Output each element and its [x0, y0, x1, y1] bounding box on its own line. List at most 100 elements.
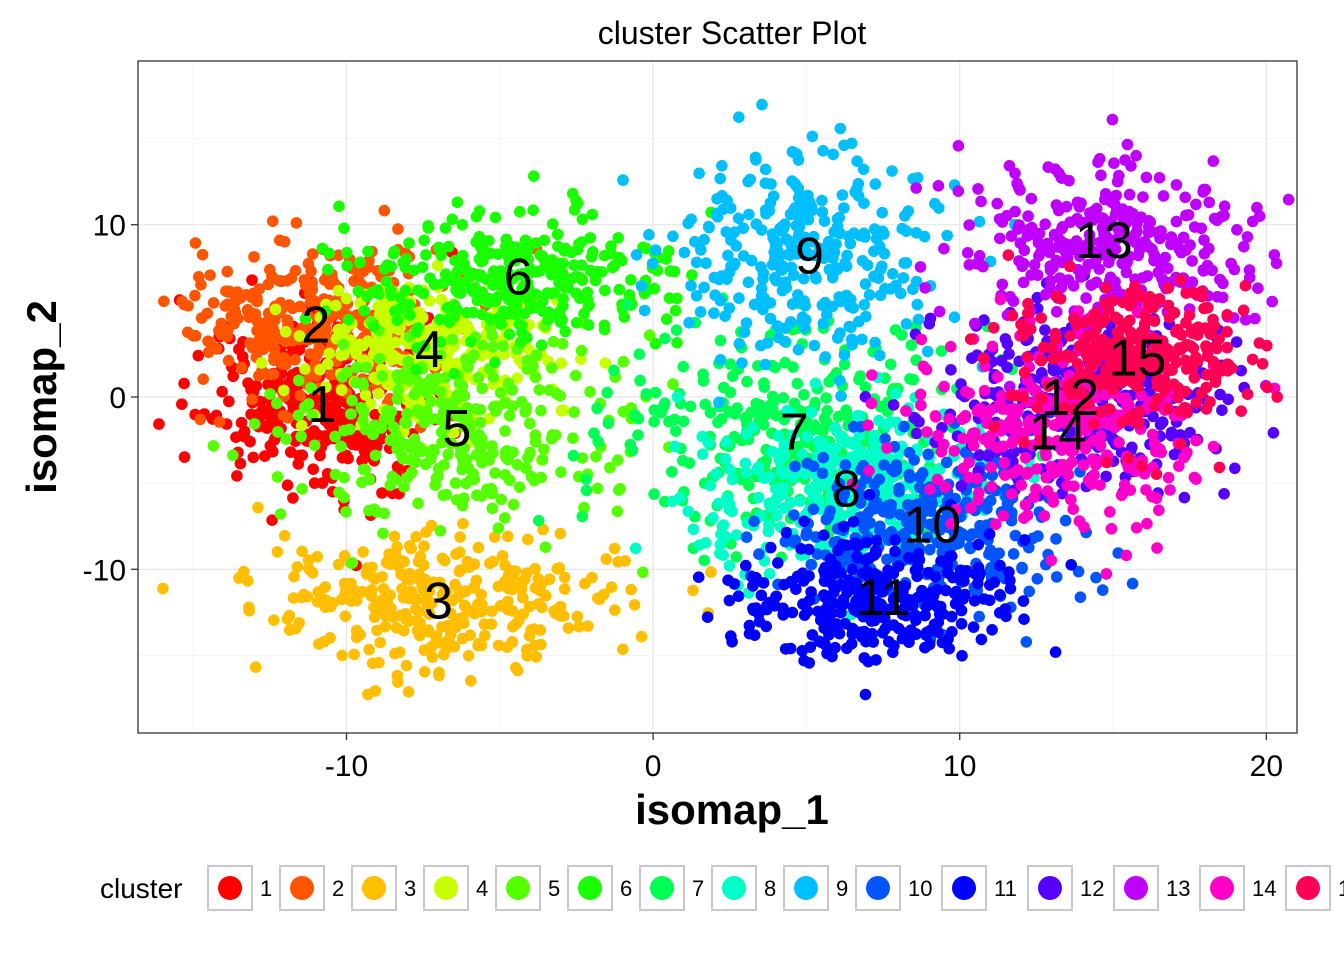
scatter-point: [831, 224, 843, 237]
scatter-point: [1146, 243, 1158, 255]
scatter-point: [578, 501, 590, 514]
scatter-point: [429, 479, 442, 492]
scatter-point: [1218, 488, 1230, 500]
scatter-point: [996, 278, 1009, 291]
scatter-point: [605, 240, 617, 252]
scatter-point: [671, 391, 684, 403]
scatter-point: [248, 251, 260, 263]
scatter-point: [740, 531, 753, 543]
scatter-point: [984, 494, 997, 507]
scatter-point: [1104, 506, 1116, 518]
scatter-point: [289, 353, 301, 366]
legend-swatch: [434, 876, 458, 900]
scatter-point: [873, 414, 885, 427]
scatter-point: [1031, 463, 1043, 475]
scatter-point: [712, 416, 724, 429]
scatter-point: [831, 332, 844, 344]
scatter-point: [791, 377, 804, 390]
scatter-point: [497, 340, 509, 353]
scatter-point: [332, 558, 345, 571]
scatter-point: [624, 438, 637, 451]
scatter-point: [599, 357, 612, 369]
scatter-point: [558, 583, 571, 595]
scatter-point: [518, 307, 531, 320]
scatter-point: [489, 356, 501, 369]
scatter-point: [213, 416, 226, 428]
scatter-point: [801, 430, 814, 443]
scatter-point: [302, 257, 315, 270]
scatter-point: [984, 404, 997, 416]
scatter-point: [741, 375, 753, 388]
scatter-point: [319, 403, 332, 416]
scatter-point: [1203, 196, 1215, 209]
scatter-point: [1067, 503, 1079, 515]
scatter-point: [1115, 489, 1128, 502]
scatter-point: [424, 453, 437, 466]
scatter-point: [854, 229, 866, 242]
scatter-point: [357, 546, 369, 558]
scatter-point: [1241, 231, 1254, 243]
scatter-point: [759, 358, 771, 371]
scatter-point: [1053, 350, 1066, 363]
scatter-point: [775, 465, 788, 477]
scatter-point: [740, 559, 752, 572]
scatter-point: [359, 389, 372, 401]
scatter-point: [1044, 275, 1057, 287]
legend-label: 7: [692, 876, 704, 901]
scatter-point: [948, 311, 961, 324]
scatter-point: [963, 259, 976, 271]
scatter-point: [434, 336, 447, 348]
scatter-point: [1050, 571, 1063, 583]
scatter-point: [817, 145, 829, 157]
scatter-point: [637, 566, 649, 579]
scatter-point: [720, 436, 733, 448]
scatter-point: [557, 300, 569, 312]
scatter-point: [733, 111, 745, 123]
scatter-point: [717, 203, 729, 216]
scatter-point: [870, 534, 883, 547]
scatter-point: [336, 649, 349, 662]
scatter-point: [1185, 323, 1198, 336]
scatter-point: [809, 377, 822, 390]
y-tick-label: 10: [93, 210, 126, 243]
scatter-point: [635, 280, 648, 292]
scatter-point: [748, 629, 761, 641]
scatter-point: [373, 387, 385, 400]
scatter-point: [556, 338, 569, 350]
scatter-point: [1123, 411, 1135, 424]
scatter-point: [1113, 436, 1125, 449]
scatter-point: [268, 614, 280, 626]
scatter-point: [851, 155, 863, 167]
scatter-point: [1241, 388, 1254, 401]
scatter-point: [1035, 312, 1047, 324]
scatter-point: [292, 374, 305, 387]
scatter-point: [369, 572, 381, 585]
scatter-point: [798, 654, 810, 667]
scatter-point: [836, 538, 849, 551]
scatter-point: [996, 216, 1009, 228]
scatter-point: [376, 370, 389, 382]
scatter-point: [246, 291, 258, 304]
scatter-point: [311, 596, 324, 608]
scatter-point: [1021, 351, 1033, 363]
scatter-point: [1143, 291, 1156, 303]
scatter-point: [1004, 582, 1017, 595]
scatter-point: [648, 282, 661, 295]
scatter-point: [1153, 172, 1166, 184]
scatter-point: [687, 584, 699, 597]
scatter-point: [369, 408, 382, 421]
scatter-point: [859, 381, 872, 393]
scatter-point: [513, 205, 526, 218]
scatter-point: [667, 378, 679, 390]
scatter-point: [737, 222, 749, 234]
scatter-point: [894, 287, 907, 300]
scatter-point: [233, 572, 245, 584]
scatter-point: [307, 463, 320, 476]
scatter-point: [490, 405, 502, 417]
scatter-point: [468, 349, 480, 362]
scatter-point: [798, 515, 810, 528]
scatter-point: [812, 605, 824, 618]
scatter-point: [246, 393, 258, 406]
scatter-point: [189, 237, 202, 249]
scatter-point: [666, 495, 679, 508]
